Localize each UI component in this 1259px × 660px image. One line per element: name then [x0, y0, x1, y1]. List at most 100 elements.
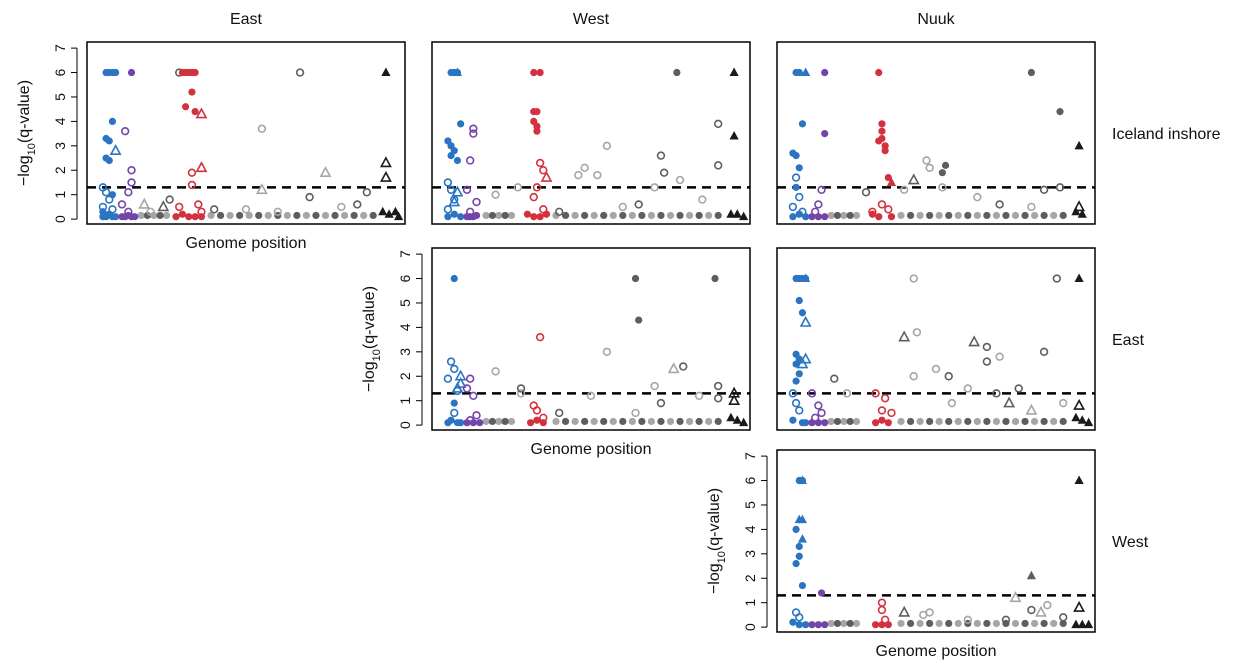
- point: [530, 68, 538, 77]
- point: [469, 391, 478, 400]
- point: [1073, 398, 1086, 410]
- y-tick-label: 6: [742, 476, 758, 484]
- point: [379, 156, 392, 168]
- point: [964, 211, 972, 220]
- point: [877, 200, 887, 209]
- y-tick-label: 4: [52, 117, 68, 125]
- point: [369, 211, 377, 220]
- point: [444, 213, 452, 221]
- point: [1034, 605, 1047, 617]
- point: [1030, 417, 1039, 426]
- point: [533, 416, 541, 424]
- point: [1074, 273, 1084, 283]
- point: [685, 211, 694, 220]
- point: [443, 178, 453, 187]
- point: [797, 475, 808, 485]
- point: [788, 389, 798, 398]
- point: [795, 552, 803, 560]
- point: [105, 195, 114, 204]
- point: [789, 416, 797, 424]
- point: [884, 205, 893, 214]
- point: [590, 211, 598, 220]
- point: [926, 417, 934, 426]
- point: [561, 211, 570, 220]
- point: [127, 166, 136, 175]
- point: [705, 417, 713, 426]
- point: [676, 417, 684, 426]
- point: [1073, 200, 1086, 212]
- point: [319, 166, 332, 177]
- point: [795, 296, 803, 305]
- y-label-sub: 10: [371, 349, 383, 361]
- point: [814, 621, 822, 629]
- x-axis-label: Genome position: [876, 643, 997, 660]
- point: [938, 183, 947, 192]
- point: [861, 188, 871, 197]
- point: [935, 417, 943, 426]
- point: [881, 147, 889, 155]
- point: [789, 213, 797, 221]
- point: [482, 211, 490, 220]
- point: [465, 374, 475, 383]
- point: [552, 417, 560, 426]
- point: [295, 68, 305, 77]
- point: [516, 384, 526, 393]
- point: [954, 417, 962, 426]
- point: [797, 514, 808, 524]
- point: [791, 398, 801, 408]
- point: [172, 213, 180, 221]
- point: [945, 619, 953, 628]
- point: [795, 68, 803, 77]
- point: [1074, 475, 1084, 485]
- point: [448, 195, 461, 207]
- point: [963, 384, 972, 393]
- y-tick-label: 7: [52, 44, 68, 52]
- point: [1021, 417, 1029, 426]
- point: [887, 213, 896, 221]
- y-tick-label: 0: [742, 623, 758, 631]
- point: [138, 197, 151, 209]
- panel-frame: [776, 449, 1096, 633]
- y-tick-label: 5: [52, 93, 68, 101]
- point: [210, 205, 219, 214]
- point: [647, 211, 656, 220]
- point: [1050, 619, 1058, 628]
- point: [255, 183, 268, 195]
- point: [695, 211, 703, 220]
- point: [792, 377, 800, 385]
- point: [446, 185, 456, 194]
- point: [488, 211, 497, 220]
- point: [797, 534, 808, 543]
- point: [124, 207, 133, 216]
- point: [728, 394, 741, 405]
- point: [619, 417, 627, 426]
- point: [187, 180, 197, 190]
- point: [973, 619, 981, 628]
- point: [120, 126, 130, 136]
- y-label-part: −log: [16, 155, 33, 186]
- y-tick-label: 0: [52, 215, 68, 223]
- point: [899, 185, 909, 194]
- point: [852, 211, 861, 220]
- point: [381, 67, 391, 77]
- point: [581, 211, 589, 220]
- point: [539, 419, 547, 427]
- point: [868, 207, 877, 216]
- y-tick-label: 3: [397, 348, 413, 356]
- point: [801, 273, 811, 283]
- point: [973, 211, 981, 220]
- point: [871, 389, 880, 398]
- point: [628, 211, 636, 220]
- point: [574, 170, 583, 180]
- point: [609, 211, 617, 220]
- point: [1039, 185, 1049, 194]
- y-label-sub: 10: [716, 551, 728, 563]
- y-tick-label: 1: [397, 397, 413, 405]
- point: [162, 211, 171, 220]
- point: [789, 618, 797, 626]
- point: [729, 67, 739, 77]
- point: [938, 169, 946, 177]
- point: [378, 206, 388, 216]
- point: [529, 192, 538, 202]
